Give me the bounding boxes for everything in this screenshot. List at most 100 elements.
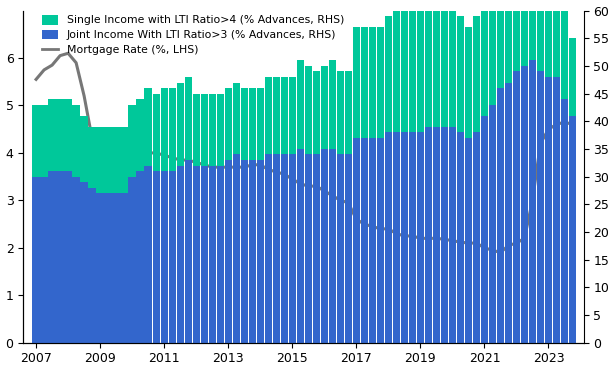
Bar xyxy=(521,66,528,343)
Bar xyxy=(553,77,560,343)
Bar xyxy=(336,72,344,154)
Bar xyxy=(161,88,168,171)
Bar xyxy=(89,188,96,343)
Bar xyxy=(409,132,416,343)
Bar xyxy=(137,171,144,343)
Bar xyxy=(73,105,80,177)
Bar xyxy=(312,72,320,154)
Bar xyxy=(81,182,88,343)
Bar xyxy=(280,77,288,154)
Bar xyxy=(224,160,232,343)
Bar xyxy=(537,72,544,343)
Bar xyxy=(232,154,240,343)
Bar xyxy=(89,127,96,188)
Bar xyxy=(81,116,88,182)
Bar xyxy=(272,77,280,154)
Bar xyxy=(240,160,248,343)
Bar xyxy=(513,72,520,343)
Bar xyxy=(441,5,448,127)
Bar xyxy=(368,27,376,138)
Bar xyxy=(553,0,560,77)
Bar xyxy=(433,0,440,127)
Bar xyxy=(505,82,512,343)
Bar xyxy=(256,160,264,343)
Bar xyxy=(296,149,304,343)
Bar xyxy=(401,10,408,132)
Bar xyxy=(304,66,312,154)
Bar xyxy=(240,88,248,160)
Bar xyxy=(312,154,320,343)
Bar xyxy=(153,93,160,171)
Bar xyxy=(489,0,496,105)
Bar xyxy=(216,93,224,165)
Bar xyxy=(545,77,552,343)
Bar xyxy=(376,27,384,138)
Bar xyxy=(65,99,72,171)
Bar xyxy=(497,88,504,343)
Bar xyxy=(505,0,512,82)
Bar xyxy=(385,16,392,132)
Bar xyxy=(153,171,160,343)
Bar xyxy=(41,177,48,343)
Bar xyxy=(97,127,104,193)
Bar xyxy=(360,27,368,138)
Bar xyxy=(192,165,200,343)
Bar xyxy=(145,165,152,343)
Bar xyxy=(569,38,576,116)
Bar xyxy=(545,0,552,77)
Bar xyxy=(192,93,200,165)
Bar xyxy=(376,138,384,343)
Bar xyxy=(97,193,104,343)
Bar xyxy=(529,0,536,60)
Bar xyxy=(344,72,352,154)
Bar xyxy=(481,116,488,343)
Bar xyxy=(489,105,496,343)
Bar xyxy=(393,132,400,343)
Bar xyxy=(169,171,176,343)
Bar xyxy=(73,177,80,343)
Bar xyxy=(256,88,264,160)
Bar xyxy=(513,0,520,72)
Bar xyxy=(65,171,72,343)
Bar xyxy=(200,165,208,343)
Bar xyxy=(320,66,328,149)
Bar xyxy=(368,138,376,343)
Bar xyxy=(33,105,40,177)
Bar xyxy=(425,127,432,343)
Bar xyxy=(336,154,344,343)
Bar xyxy=(121,193,128,343)
Bar xyxy=(177,82,184,165)
Bar xyxy=(320,149,328,343)
Bar xyxy=(169,88,176,171)
Bar xyxy=(264,154,272,343)
Bar xyxy=(409,5,416,132)
Bar xyxy=(288,77,296,154)
Bar xyxy=(497,0,504,88)
Bar xyxy=(537,0,544,72)
Bar xyxy=(473,16,480,132)
Bar xyxy=(521,0,528,66)
Bar xyxy=(49,99,56,171)
Bar xyxy=(304,154,312,343)
Bar xyxy=(224,88,232,160)
Legend: Single Income with LTI Ratio>4 (% Advances, RHS), Joint Income With LTI Ratio>3 : Single Income with LTI Ratio>4 (% Advanc… xyxy=(40,13,346,58)
Bar xyxy=(49,171,56,343)
Bar xyxy=(328,149,336,343)
Bar xyxy=(41,105,48,177)
Bar xyxy=(441,127,448,343)
Bar xyxy=(105,127,112,193)
Bar xyxy=(129,177,136,343)
Bar xyxy=(33,177,40,343)
Bar xyxy=(561,99,568,343)
Bar xyxy=(184,77,192,160)
Bar xyxy=(121,127,128,193)
Bar xyxy=(352,27,360,138)
Bar xyxy=(280,154,288,343)
Bar xyxy=(433,127,440,343)
Bar xyxy=(161,171,168,343)
Bar xyxy=(569,116,576,343)
Bar xyxy=(417,132,424,343)
Bar xyxy=(248,160,256,343)
Bar xyxy=(264,77,272,154)
Bar xyxy=(481,0,488,116)
